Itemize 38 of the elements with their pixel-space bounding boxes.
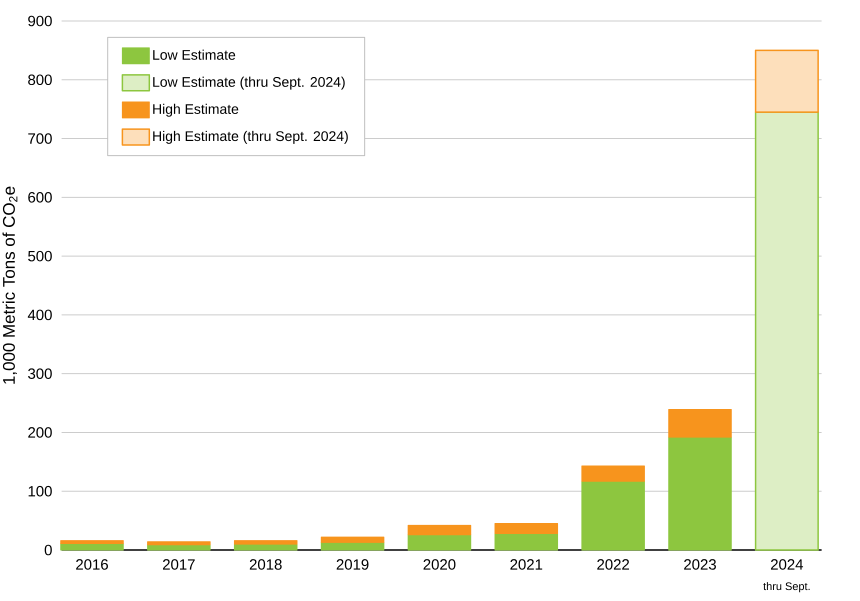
legend-label: Low Estimate (thru Sept. 2024): [153, 76, 345, 90]
bar: [320, 536, 384, 543]
bar: [234, 540, 298, 545]
bar: [581, 465, 645, 482]
y-axis-title: 1,000 Metric Tons of CO$_{2}$e: [2, 186, 18, 384]
y-tick-label: 300: [28, 368, 52, 379]
y-tick-label: 200: [28, 427, 52, 438]
bar: [60, 540, 124, 544]
bar: [494, 523, 558, 534]
x-tick-label: 2021: [510, 559, 542, 570]
x-tick-label: 2018: [250, 559, 282, 570]
x-tick-label: 2017: [162, 559, 195, 570]
y-tick-label: 500: [28, 250, 52, 262]
legend-label: High Estimate: [153, 104, 238, 117]
bar: [408, 524, 472, 536]
y-tick-label: 0: [44, 544, 52, 556]
x-tick-label: 2023: [684, 559, 716, 570]
y-tick-label: 400: [28, 310, 52, 320]
y-tick-label: 900: [28, 16, 52, 26]
bar: [754, 111, 819, 551]
x-tick-label: 2019: [336, 559, 368, 570]
legend-label: Low Estimate: [153, 50, 236, 60]
x-tick-label: 2022: [597, 559, 630, 570]
x-tick-label: 2020: [424, 559, 456, 570]
x-tick-label: 2024: [770, 559, 804, 570]
bar: [668, 436, 732, 550]
y-tick-label: 600: [28, 192, 52, 203]
bar: [494, 533, 558, 550]
bar: [408, 534, 472, 550]
y-tick-label: 100: [28, 486, 52, 497]
y-tick-label: 700: [28, 133, 52, 144]
bar: [754, 50, 819, 113]
y-tick-label: 800: [28, 74, 52, 86]
bar: [668, 409, 732, 438]
x-tick-label: 2016: [76, 559, 108, 570]
text: thru Sept.: [763, 582, 810, 592]
legend-label: High Estimate (thru Sept. 2024): [153, 130, 348, 144]
bar: [581, 480, 645, 550]
